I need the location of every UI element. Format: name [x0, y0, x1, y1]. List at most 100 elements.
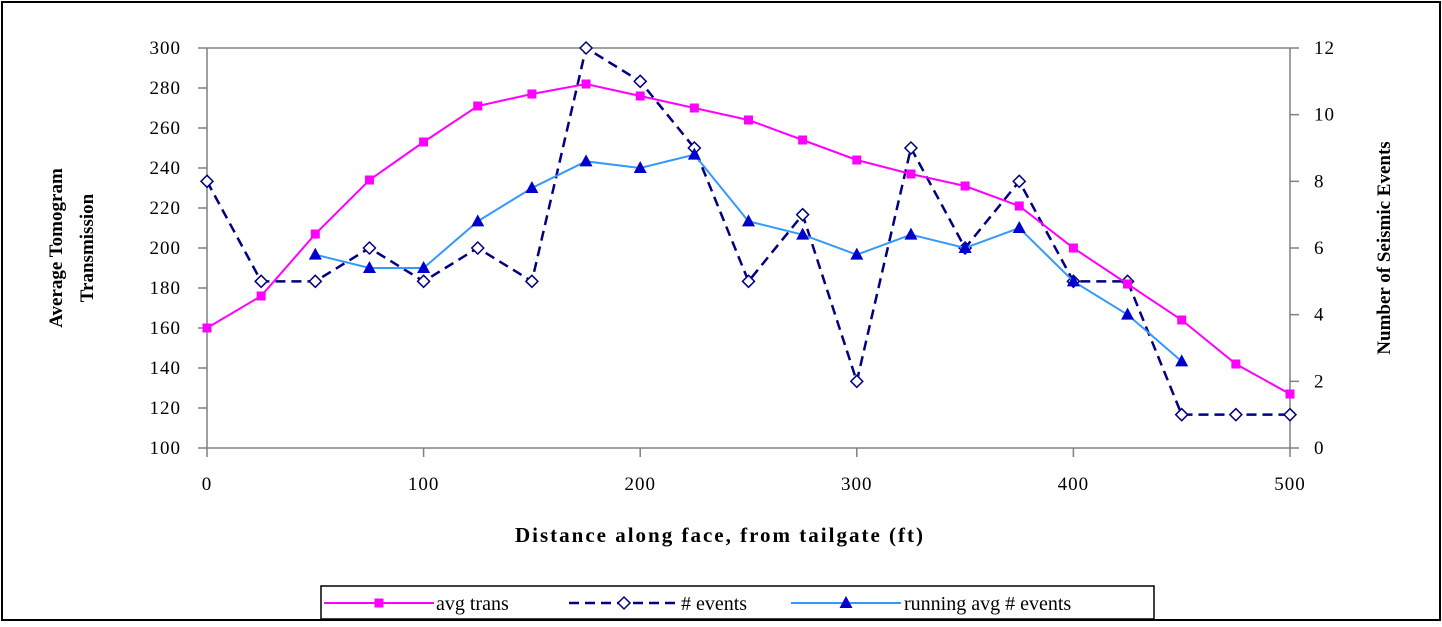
data-point	[689, 103, 699, 113]
legend-entry: running avg # events	[791, 593, 1071, 615]
legend: avg trans # events running avg # events	[320, 585, 1155, 620]
data-point	[471, 214, 485, 227]
legend-swatch-marker	[839, 596, 853, 608]
data-point	[1123, 279, 1133, 289]
data-point	[525, 181, 539, 193]
data-point	[1121, 307, 1135, 320]
y-axis-title-line-1: Average Tomogram	[46, 168, 67, 328]
legend-swatch-marker	[616, 595, 632, 611]
data-point	[1177, 315, 1187, 325]
data-point	[744, 115, 753, 125]
y2-tick-label: 10	[1314, 105, 1335, 126]
data-point	[850, 247, 864, 260]
data-point	[1012, 221, 1026, 233]
data-point	[906, 169, 916, 179]
data-point	[687, 147, 701, 160]
data-point	[1174, 407, 1189, 422]
data-point	[741, 274, 756, 289]
y-tick-label: 140	[150, 358, 182, 379]
data-point	[795, 207, 810, 222]
data-point	[1231, 359, 1241, 369]
x-tick-label: 0	[202, 474, 213, 495]
y2-tick-label: 0	[1314, 438, 1325, 459]
data-point	[1228, 407, 1243, 422]
data-point	[633, 74, 648, 89]
data-point	[1175, 354, 1189, 367]
data-point	[470, 240, 485, 256]
data-point	[578, 40, 594, 56]
y-tick-label: 240	[150, 158, 182, 179]
data-point	[1014, 201, 1024, 211]
series-avg-trans	[202, 79, 1295, 399]
data-point	[960, 181, 970, 191]
data-point	[958, 241, 972, 253]
y-tick-label: 300	[150, 38, 182, 59]
data-point	[579, 154, 593, 167]
legend-label: # events	[681, 593, 747, 615]
y-tick-label: 220	[150, 198, 182, 219]
y2-axis-title: Number of Seismic Events	[1374, 141, 1395, 354]
data-point	[581, 79, 591, 89]
y-tick-label: 260	[150, 118, 182, 139]
data-point	[1282, 407, 1298, 422]
data-point	[1285, 389, 1295, 399]
x-tick-label: 200	[624, 474, 656, 495]
legend-label: avg trans	[436, 593, 509, 615]
legend-entry: # events	[569, 593, 747, 615]
data-point	[742, 214, 755, 227]
data-point	[527, 89, 537, 99]
y-tick-label: 180	[150, 278, 182, 299]
axes: 1001201401601802002202402602803000246810…	[150, 38, 1335, 495]
y-tick-label: 280	[150, 78, 182, 99]
data-point	[364, 175, 374, 185]
data-point	[1012, 174, 1027, 189]
x-tick-label: 300	[841, 474, 873, 495]
data-point	[798, 135, 808, 145]
data-point	[635, 91, 645, 101]
legend-label: running avg # events	[904, 593, 1071, 615]
legend-entry: avg trans	[324, 593, 509, 615]
y-axis-title-line-2: Transmission	[77, 193, 98, 302]
data-point	[256, 291, 266, 301]
data-point	[416, 274, 431, 289]
data-point	[904, 227, 918, 240]
data-point	[903, 140, 919, 156]
x-tick-label: 100	[408, 474, 440, 495]
data-point	[199, 174, 215, 189]
data-point	[1068, 243, 1078, 253]
data-point	[308, 274, 323, 289]
data-point	[310, 229, 320, 239]
x-tick-label: 400	[1058, 474, 1090, 495]
y2-tick-label: 4	[1314, 305, 1325, 326]
series-layer	[199, 40, 1298, 422]
data-point	[796, 227, 810, 240]
data-point	[1066, 274, 1080, 287]
x-axis-title: Distance along face, from tailgate (ft)	[515, 523, 925, 547]
series-running-avg-events	[308, 147, 1189, 367]
data-point	[362, 240, 377, 256]
y2-tick-label: 8	[1314, 171, 1325, 192]
y2-tick-label: 2	[1314, 371, 1325, 392]
y-tick-label: 120	[150, 398, 182, 419]
data-point	[254, 274, 269, 289]
y-tick-label: 200	[150, 238, 182, 259]
data-point	[417, 261, 431, 273]
data-point	[849, 374, 864, 389]
legend-swatch-marker	[374, 598, 384, 608]
data-point	[852, 155, 862, 165]
y2-tick-label: 12	[1314, 38, 1335, 59]
data-point	[419, 137, 429, 147]
data-point	[362, 261, 376, 273]
x-tick-label: 500	[1274, 474, 1306, 495]
y-tick-label: 100	[150, 438, 182, 459]
data-point	[524, 274, 539, 289]
y-tick-label: 160	[150, 318, 182, 339]
data-point	[202, 323, 212, 333]
data-point	[308, 247, 322, 260]
data-point	[633, 161, 647, 173]
legend-box	[320, 585, 1155, 620]
y2-tick-label: 6	[1314, 238, 1325, 259]
